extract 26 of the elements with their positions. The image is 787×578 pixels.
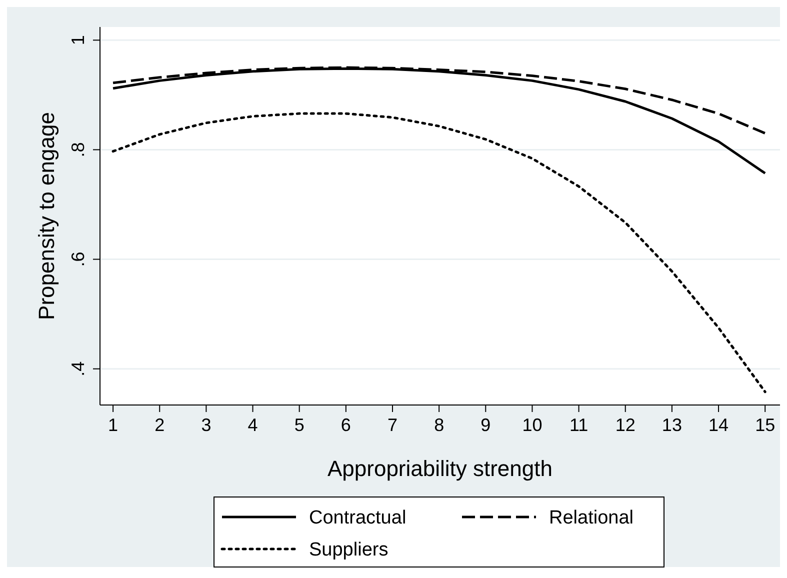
y-tick-label: 1 xyxy=(68,35,88,46)
legend-label: Contractual xyxy=(309,508,406,529)
y-tick-label: .8 xyxy=(68,142,88,158)
legend-label: Relational xyxy=(549,508,634,529)
x-tick-label: 5 xyxy=(294,415,304,436)
x-tick-label: 10 xyxy=(522,415,542,436)
x-tick-label: 1 xyxy=(108,415,118,436)
x-tick-label: 7 xyxy=(387,415,398,436)
y-tick-label: .6 xyxy=(68,252,88,267)
x-tick-label: 9 xyxy=(480,415,491,436)
x-tick-label: 13 xyxy=(662,415,682,436)
x-tick-label: 14 xyxy=(708,415,729,436)
y-tick-label: .4 xyxy=(68,361,88,376)
x-tick-label: 8 xyxy=(434,415,444,436)
x-tick-label: 4 xyxy=(248,415,258,436)
legend-label: Suppliers xyxy=(309,540,388,561)
x-tick-label: 15 xyxy=(755,415,776,436)
x-tick-label: 6 xyxy=(340,415,351,436)
x-tick-label: 11 xyxy=(569,415,588,436)
x-tick-label: 3 xyxy=(201,415,212,436)
x-axis-title: Appropriability strength xyxy=(327,456,553,481)
x-tick-label: 12 xyxy=(615,415,636,436)
line-series xyxy=(112,112,766,394)
line-series xyxy=(112,67,766,175)
y-axis-title: Propensity to engage xyxy=(34,112,59,320)
x-tick-label: 2 xyxy=(154,415,165,436)
